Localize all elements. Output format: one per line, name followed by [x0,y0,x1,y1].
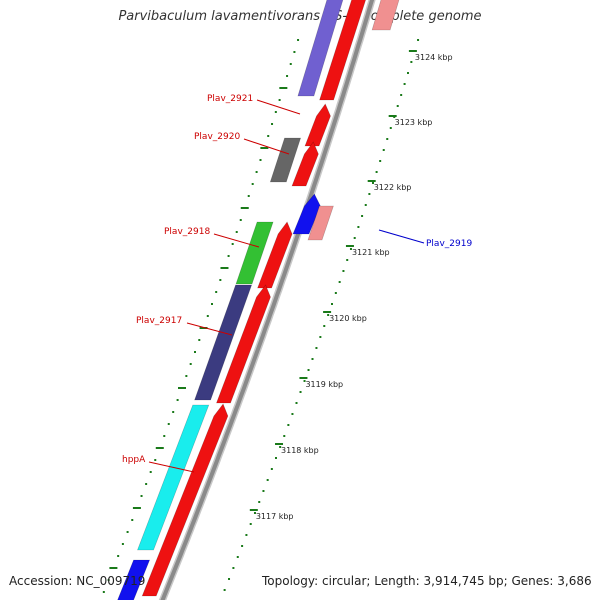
cds-plav-2923 [371,0,400,31]
cds-plav-2919-blue [292,193,321,235]
cds-forward-6 [141,403,229,597]
gene-label: Plav_2921 [207,94,253,104]
gene-leader-line [243,138,290,155]
cds-plav-2915 [117,559,151,600]
gene-label: hppA [122,455,146,465]
backbone-line [160,0,375,600]
gene-leader-line [256,99,301,115]
gene-label: Plav_2918 [164,227,210,237]
scale-label: 3120 kbp [329,314,367,323]
cds-plav-2920 [269,137,302,183]
accession-text: Accession: NC_009719 [9,574,146,588]
scale-label: 3119 kbp [305,380,343,389]
gene-leader-line [213,233,260,248]
gene-leader-line [148,461,195,473]
scale-label: 3118 kbp [281,446,319,455]
cds-plav-2918 [235,221,274,285]
cds-hppa [137,404,210,551]
gene-label: Plav_2920 [194,132,240,142]
cds-forward-1 [319,0,366,101]
gene-leader-line [186,322,233,336]
gene-label: Plav_2919 [426,239,472,249]
cds-forward-5 [216,284,271,404]
cds-forward-4 [257,221,293,289]
scale-label: 3117 kbp [256,512,294,521]
cds-plav-2922 [297,0,344,97]
scale-label: 3122 kbp [374,183,412,192]
topology-summary-text: Topology: circular; Length: 3,914,745 bp… [262,574,592,588]
cds-plav-2917 [194,284,253,401]
scale-label: 3124 kbp [415,53,453,62]
cds-forward-2 [304,103,331,147]
gene-label: Plav_2917 [136,316,182,326]
cds-forward-3 [291,141,319,187]
cds-plav-2919 [307,205,334,241]
gene-leader-line [378,229,425,244]
scale-label: 3123 kbp [395,118,433,127]
scale-label: 3121 kbp [352,248,390,257]
